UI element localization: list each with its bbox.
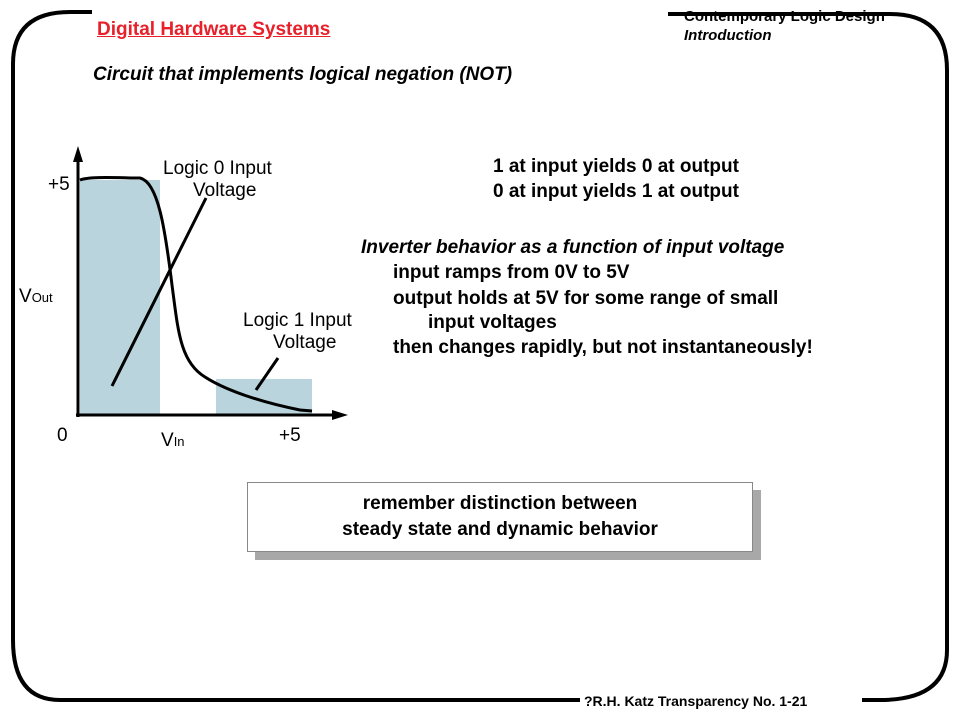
- slide-title: Digital Hardware Systems: [97, 19, 331, 40]
- y-axis-label-sub: Out: [31, 290, 53, 305]
- behavior-line-3: input voltages: [428, 312, 557, 333]
- transfer-curve: [79, 176, 313, 413]
- behavior-heading: Inverter behavior as a function of input…: [361, 237, 785, 258]
- y-axis-label-main: V: [19, 286, 32, 307]
- logic0-pointer: [110, 197, 208, 387]
- logic1-label-line2: Voltage: [273, 332, 337, 353]
- note-box: remember distinction between steady stat…: [247, 482, 753, 552]
- y-axis-label: VOut: [19, 286, 53, 308]
- y-max-label: +5: [48, 174, 70, 195]
- logic1-label-line1: Logic 1 Input: [243, 310, 352, 331]
- x-axis-arrow: [332, 410, 348, 420]
- y-axis-arrow: [73, 146, 83, 162]
- fact-line-2: 0 at input yields 1 at output: [493, 181, 739, 202]
- fact-line-1: 1 at input yields 0 at output: [493, 156, 739, 177]
- logic1-pointer: [254, 357, 280, 391]
- x-max-label: +5: [279, 425, 301, 446]
- footer-credit: ?R.H. Katz Transparency No. 1-21: [584, 693, 808, 709]
- behavior-line-1: input ramps from 0V to 5V: [393, 262, 630, 283]
- note-line-2: steady state and dynamic behavior: [342, 519, 658, 540]
- note-line-1: remember distinction between: [362, 493, 638, 514]
- logic0-label-line1: Logic 0 Input: [163, 158, 272, 179]
- slide-subtitle: Circuit that implements logical negation…: [93, 64, 513, 85]
- course-title: Contemporary Logic Design: [684, 8, 885, 25]
- behavior-line-4: then changes rapidly, but not instantane…: [393, 337, 813, 358]
- section-title: Introduction: [684, 27, 772, 44]
- logic0-region: [80, 180, 160, 415]
- behavior-line-2: output holds at 5V for some range of sma…: [393, 288, 779, 309]
- x-axis-label: VIn: [161, 430, 185, 452]
- logic0-label-line2: Voltage: [193, 180, 257, 201]
- origin-label: 0: [57, 425, 68, 446]
- x-axis-label-sub: In: [173, 434, 185, 449]
- x-axis-label-main: V: [161, 430, 174, 451]
